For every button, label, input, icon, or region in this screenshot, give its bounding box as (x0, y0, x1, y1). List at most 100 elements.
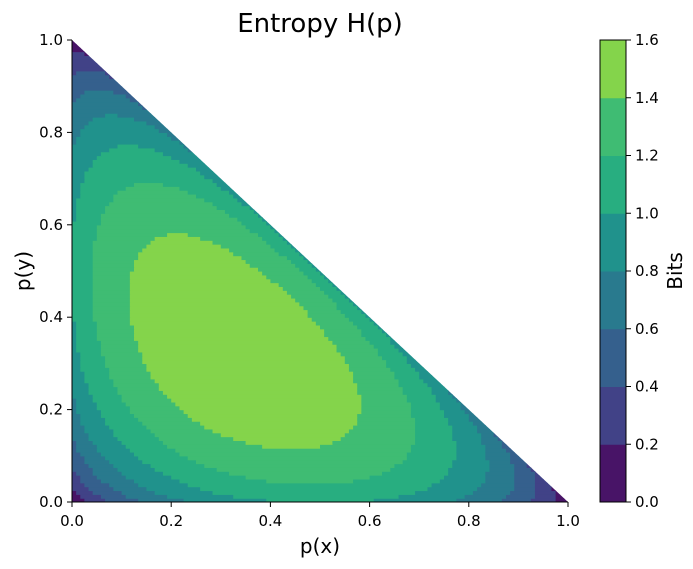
contour-cell (72, 498, 85, 502)
contour-cell (125, 444, 168, 449)
contour-cell (406, 355, 420, 361)
contour-cell (129, 301, 300, 307)
contour-cell (410, 448, 457, 453)
contour-cell (332, 297, 350, 303)
contour-cell (80, 93, 127, 99)
contour-cell (100, 494, 127, 499)
contour-cell (134, 332, 325, 338)
contour-cell (72, 348, 77, 353)
contour-cell (80, 363, 106, 368)
contour-cell (113, 432, 156, 438)
contour-cell (348, 367, 391, 372)
contour-cell (187, 190, 230, 195)
contour-cell (262, 217, 271, 222)
contour-cell (410, 413, 445, 418)
contour-cell (80, 494, 102, 499)
contour-cell (353, 301, 362, 307)
colorbar-tick-label: 0.8 (635, 262, 659, 280)
contour-cell (398, 348, 412, 353)
contour-cell (510, 490, 536, 495)
contour-cell (100, 409, 131, 415)
colorbar-band (600, 213, 626, 272)
contour-cell (129, 313, 309, 318)
contour-cell (241, 201, 255, 207)
contour-cell (88, 436, 119, 441)
contour-cell (452, 425, 478, 430)
contour-cell (266, 478, 354, 484)
contour-cell (485, 455, 511, 461)
contour-cell (439, 478, 486, 484)
contour-cell (72, 220, 102, 226)
contour-cell (80, 355, 106, 361)
contour-cell (92, 305, 131, 311)
contour-cell (138, 143, 185, 149)
contour-cell (96, 448, 131, 453)
contour-cell (76, 213, 102, 218)
contour-cell (320, 324, 358, 330)
contour-cell (340, 309, 362, 314)
contour-cell (167, 232, 189, 237)
contour-cell (105, 359, 143, 364)
contour-cell (514, 471, 536, 476)
contour-cell (80, 194, 114, 199)
contour-cell (105, 355, 143, 361)
contour-cell (80, 475, 98, 480)
contour-cell (72, 478, 81, 484)
contour-cell (105, 498, 139, 502)
contour-cell (134, 182, 164, 187)
contour-cell (72, 436, 90, 441)
contour-cell (142, 421, 201, 426)
contour-cell (229, 213, 259, 218)
contour-cell (72, 363, 81, 368)
contour-cell (150, 374, 354, 380)
contour-cell (72, 194, 81, 199)
contour-cell (162, 182, 218, 187)
contour-cell (72, 432, 90, 438)
contour-cell (204, 197, 238, 203)
contour-cell (117, 143, 139, 149)
contour-cell (212, 240, 267, 245)
contour-cell (489, 463, 515, 468)
contour-cell (220, 244, 271, 249)
contour-cell (245, 224, 271, 230)
contour-cell (72, 290, 94, 295)
contour-cell (291, 259, 309, 264)
contour-cell (92, 271, 131, 276)
contour-cell (92, 255, 139, 261)
contour-cell (344, 432, 416, 438)
contour-cell (76, 471, 94, 476)
contour-cell (245, 475, 371, 480)
contour-cell (415, 421, 449, 426)
contour-cell (295, 263, 313, 268)
contour-cell (394, 344, 408, 349)
contour-cell (187, 455, 408, 461)
contour-cell (109, 459, 143, 465)
contour-cell (365, 336, 391, 341)
contour-cell (431, 386, 453, 391)
contour-cell (72, 367, 81, 372)
contour-cell (348, 317, 371, 322)
colorbar-label: Bits (663, 252, 687, 290)
contour-cell (150, 463, 205, 468)
contour-cell (96, 444, 127, 449)
contour-cell (92, 267, 135, 272)
contour-cell (72, 451, 81, 457)
contour-cell (76, 405, 98, 411)
contour-cell (427, 382, 449, 388)
contour-cell (72, 201, 77, 207)
contour-cell (171, 155, 205, 160)
contour-cell (266, 274, 309, 280)
contour-cell (204, 463, 395, 468)
contour-cell (286, 290, 325, 295)
contour-cell (72, 55, 98, 60)
contour-cell (216, 467, 391, 472)
contour-cell (105, 70, 114, 76)
contour-cell (266, 220, 276, 226)
contour-cell (96, 405, 131, 411)
contour-cell (72, 228, 98, 234)
contour-cell (146, 363, 350, 368)
contour-cell (307, 259, 317, 264)
contour-cell (187, 232, 259, 237)
contour-cell (477, 486, 515, 492)
